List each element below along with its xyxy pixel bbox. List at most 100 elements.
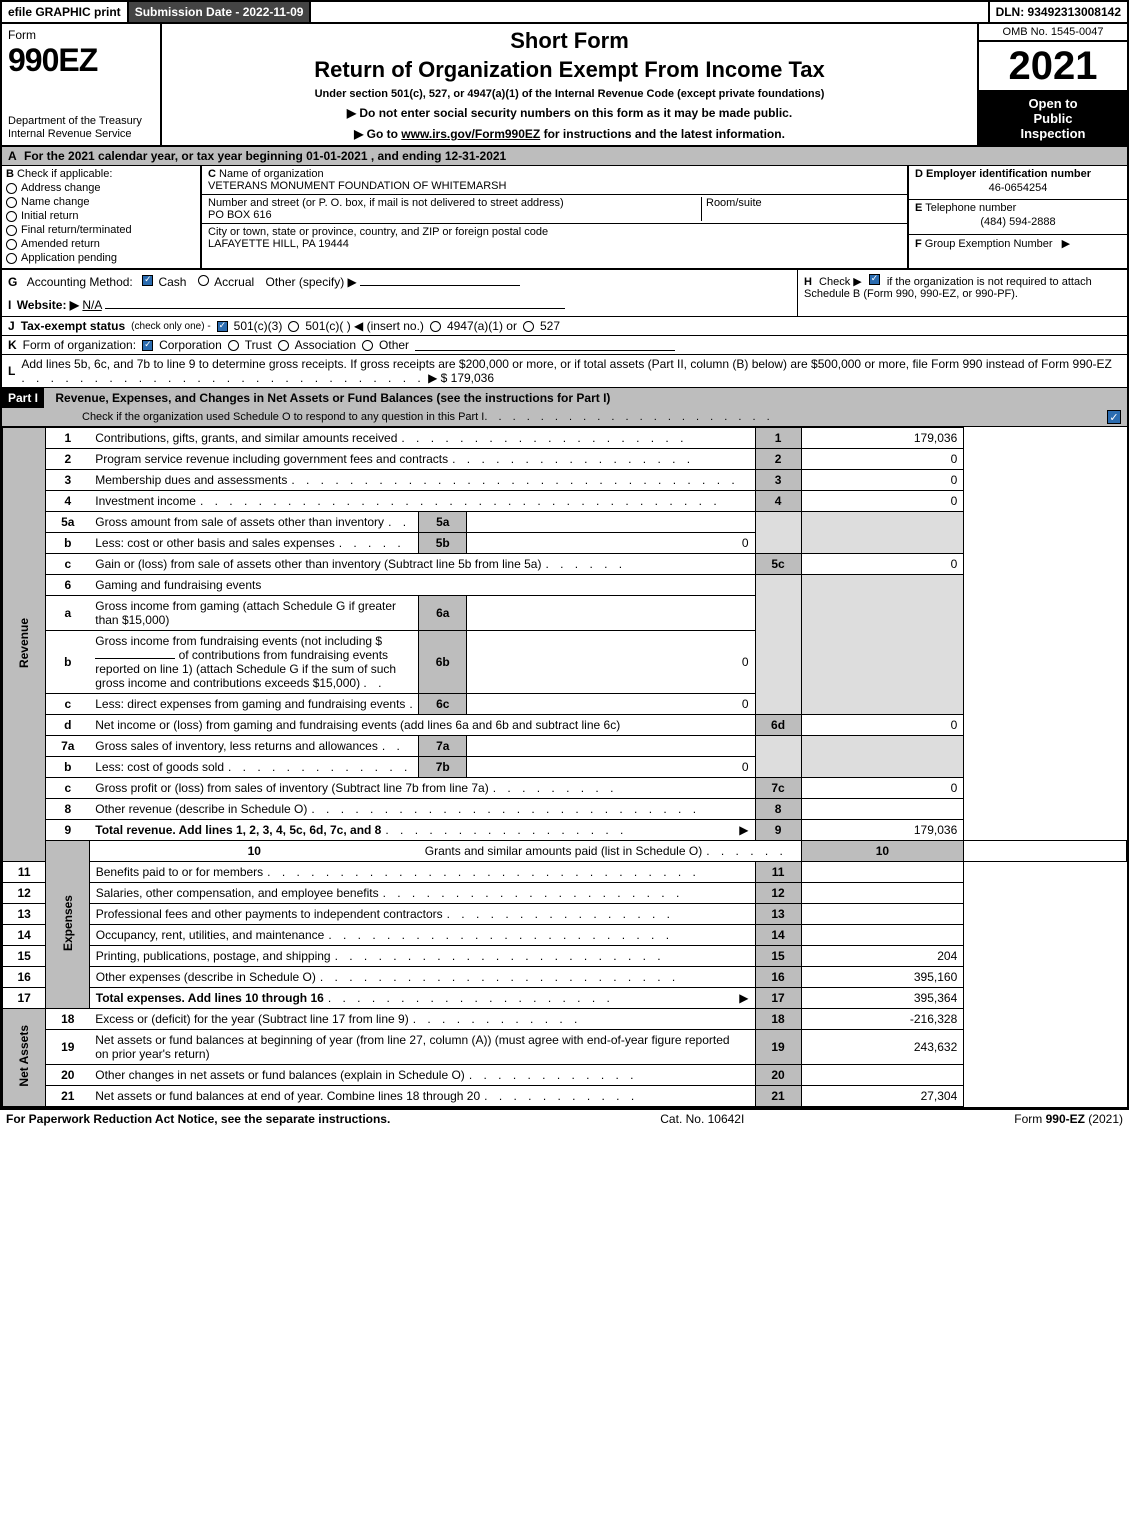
line-9-col: 9 <box>755 820 801 841</box>
line-6b-desc1: Gross income from fundraising events (no… <box>95 634 382 648</box>
line-2-val: 0 <box>801 449 964 470</box>
association-label: Association <box>295 338 356 352</box>
accrual-checkbox[interactable] <box>198 275 209 286</box>
revenue-side-label: Revenue <box>3 428 46 862</box>
line-9-num: 9 <box>46 820 89 841</box>
section-b-checkbox-0[interactable] <box>6 183 17 194</box>
form-ref-bold: 990-EZ <box>1046 1112 1085 1126</box>
corporation-checkbox[interactable] <box>142 340 153 351</box>
line-4-desc: Investment income <box>95 494 196 508</box>
line-7a: 7a Gross sales of inventory, less return… <box>3 736 1127 757</box>
527-checkbox[interactable] <box>523 321 534 332</box>
section-b-label-1: Name change <box>21 196 90 208</box>
line-5c: c Gain or (loss) from sale of assets oth… <box>3 554 1127 575</box>
inspection-l3: Inspection <box>981 126 1125 141</box>
row-k-form-of-org: K Form of organization: Corporation Trus… <box>2 336 1127 355</box>
section-c: C Name of organization VETERANS MONUMENT… <box>202 166 907 268</box>
line-7b-num: b <box>46 757 89 778</box>
org-name-cell: C Name of organization VETERANS MONUMENT… <box>202 166 907 195</box>
g-prefix: G <box>8 275 17 289</box>
efile-label[interactable]: efile GRAPHIC print <box>2 2 129 22</box>
form-number: 990EZ <box>8 42 154 79</box>
trust-checkbox[interactable] <box>228 340 239 351</box>
line-17-num: 17 <box>3 988 46 1009</box>
line-9-desc: Total revenue. Add lines 1, 2, 3, 4, 5c,… <box>95 823 381 837</box>
line-6b-blank <box>95 649 175 659</box>
omb-number: OMB No. 1545-0047 <box>979 24 1127 42</box>
line-5c-desc: Gain or (loss) from sale of assets other… <box>95 557 541 571</box>
line-12-col: 12 <box>755 883 801 904</box>
line-12-desc: Salaries, other compensation, and employ… <box>96 886 379 900</box>
501c3-checkbox[interactable] <box>217 321 228 332</box>
line-13: 13 Professional fees and other payments … <box>3 904 1127 925</box>
schedule-b-check: H Check ▶ if the organization is not req… <box>797 270 1127 316</box>
ein-cell: D Employer identification number 46-0654… <box>909 166 1127 200</box>
line-6: 6 Gaming and fundraising events <box>3 575 1127 596</box>
line-21: 21 Net assets or fund balances at end of… <box>3 1086 1127 1107</box>
501c-checkbox[interactable] <box>288 321 299 332</box>
line-7a-desc: Gross sales of inventory, less returns a… <box>95 739 378 753</box>
other-org-label: Other <box>379 338 409 352</box>
line-18-val: -216,328 <box>801 1009 964 1030</box>
section-b-checkbox-2[interactable] <box>6 211 17 222</box>
line-12-val <box>801 883 964 904</box>
website-line <box>105 297 565 309</box>
line-1-val: 179,036 <box>801 428 964 449</box>
section-b-checkbox-1[interactable] <box>6 197 17 208</box>
section-b-item-3: Final return/terminated <box>6 224 196 236</box>
line-10: Expenses 10 Grants and similar amounts p… <box>3 841 1127 862</box>
department-label: Department of the Treasury Internal Reve… <box>8 115 154 141</box>
row-a-text: For the 2021 calendar year, or tax year … <box>24 149 506 163</box>
other-org-checkbox[interactable] <box>362 340 373 351</box>
line-3-col: 3 <box>755 470 801 491</box>
ssn-warning: Do not enter social security numbers on … <box>170 106 969 120</box>
cash-checkbox[interactable] <box>142 275 153 286</box>
row-j-tax-exempt: J Tax-exempt status (check only one) - 5… <box>2 317 1127 336</box>
l-arrow-icon: ▶ <box>428 371 437 385</box>
line-18-num: 18 <box>46 1009 89 1030</box>
line-21-desc: Net assets or fund balances at end of ye… <box>95 1089 480 1103</box>
527-label: 527 <box>540 319 560 333</box>
line-7c: c Gross profit or (loss) from sales of i… <box>3 778 1127 799</box>
header-right: OMB No. 1545-0047 2021 Open to Public In… <box>977 24 1127 145</box>
schedule-b-checkbox[interactable] <box>869 274 880 285</box>
line-5c-col: 5c <box>755 554 801 575</box>
line-15-num: 15 <box>3 946 46 967</box>
submission-date: Submission Date - 2022-11-09 <box>129 2 312 22</box>
line-11-col: 11 <box>755 862 801 883</box>
section-b-checkbox-3[interactable] <box>6 225 17 236</box>
line-7a-sub: 7a <box>419 736 467 757</box>
other-org-line <box>415 339 675 351</box>
street-cell: Number and street (or P. O. box, if mail… <box>202 195 907 224</box>
line-12: 12 Salaries, other compensation, and emp… <box>3 883 1127 904</box>
section-b-checkbox-5[interactable] <box>6 253 17 264</box>
line-6-num: 6 <box>46 575 89 596</box>
line-6a-subval <box>467 596 755 631</box>
section-b-label-5: Application pending <box>21 252 117 264</box>
l-prefix: L <box>8 364 15 378</box>
line-6a-sub: 6a <box>419 596 467 631</box>
row-a-tax-year: A For the 2021 calendar year, or tax yea… <box>2 147 1127 166</box>
association-checkbox[interactable] <box>278 340 289 351</box>
form-title: Return of Organization Exempt From Incom… <box>170 57 969 83</box>
part1-schedule-o-checkbox[interactable]: ✓ <box>1107 410 1121 424</box>
line-15: 15 Printing, publications, postage, and … <box>3 946 1127 967</box>
street-label: Number and street (or P. O. box, if mail… <box>208 197 564 209</box>
line-14-num: 14 <box>3 925 46 946</box>
4947a1-checkbox[interactable] <box>430 321 441 332</box>
line-13-num: 13 <box>3 904 46 925</box>
street-value: PO BOX 616 <box>208 209 272 221</box>
other-specify-line[interactable] <box>360 274 520 286</box>
line-3-desc: Membership dues and assessments <box>95 473 287 487</box>
line-5a-sub: 5a <box>419 512 467 533</box>
irs-link[interactable]: www.irs.gov/Form990EZ <box>401 127 540 141</box>
city-cell: City or town, state or province, country… <box>202 224 907 252</box>
section-b-checkbox-4[interactable] <box>6 239 17 250</box>
line-19: 19 Net assets or fund balances at beginn… <box>3 1030 1127 1065</box>
line-8-val <box>801 799 964 820</box>
e-prefix: E <box>915 202 922 214</box>
line-5b-subval: 0 <box>467 533 755 554</box>
line-5b-desc: Less: cost or other basis and sales expe… <box>95 536 334 550</box>
form-body: Form 990EZ Department of the Treasury In… <box>0 24 1129 1109</box>
line-17-arrow-icon: ▶ <box>739 991 748 1005</box>
